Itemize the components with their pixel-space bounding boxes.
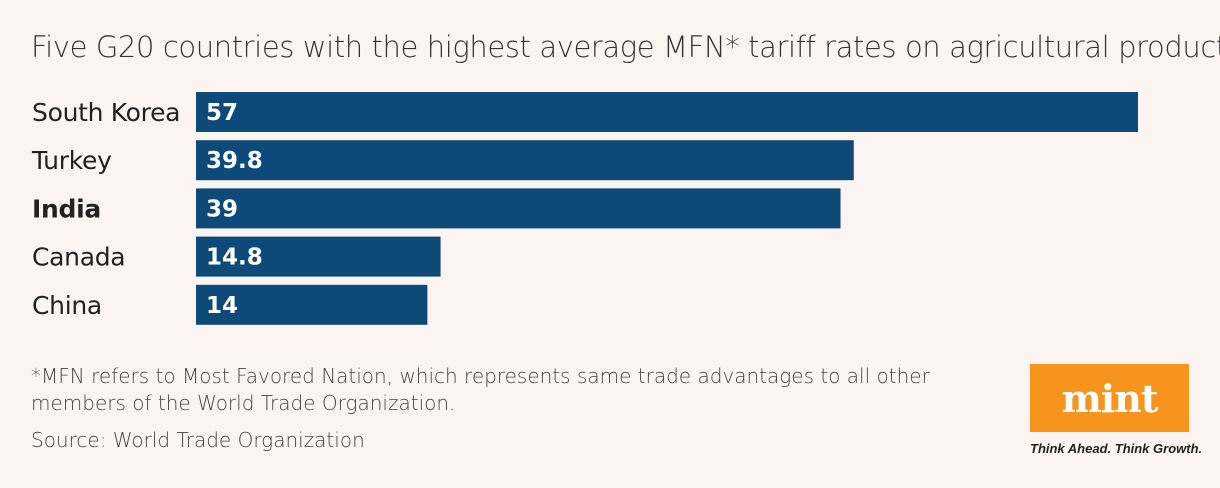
category-label-turkey: Turkey [31, 146, 112, 175]
bar-south-korea [196, 92, 1138, 132]
bar-china [196, 284, 428, 325]
bar-india [196, 188, 841, 229]
bar-chart: South Korea 57 Turkey 39.8 India 39 Canada 14.8… [31, 92, 1138, 325]
value-label-canada: 14.8 [206, 245, 263, 271]
category-label-china: China [32, 291, 102, 320]
logo-tagline: Think Ahead. Think Growth. [1030, 441, 1203, 456]
value-label-turkey: 39.8 [206, 148, 263, 174]
category-label-south-korea: South Korea [32, 98, 180, 127]
category-label-india: India [32, 194, 101, 223]
logo-text: mint [1061, 375, 1159, 421]
bar-turkey [196, 140, 854, 181]
mint-logo: mint [1030, 364, 1189, 432]
chart-title: Five G20 countries with the highest aver… [31, 30, 1220, 64]
source-note: Source: World Trade Organization [31, 428, 365, 452]
value-label-india: 39 [206, 196, 238, 222]
bar-canada [196, 236, 441, 277]
category-label-canada: Canada [32, 243, 125, 272]
footnote: *MFN refers to Most Favored Nation, whic… [31, 364, 930, 415]
value-label-china: 14 [206, 293, 238, 319]
value-label-south-korea: 57 [206, 100, 238, 126]
